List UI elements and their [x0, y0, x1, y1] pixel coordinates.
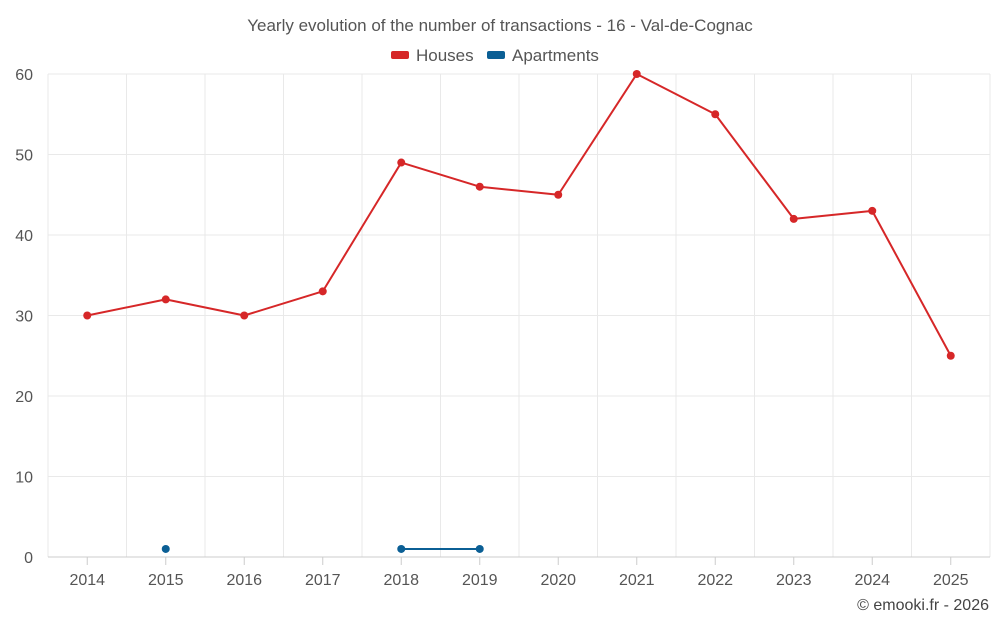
- legend-label-apartments: Apartments: [512, 46, 599, 65]
- chart-title: Yearly evolution of the number of transa…: [247, 16, 753, 35]
- data-point-apartments-2018[interactable]: [397, 544, 406, 553]
- data-point-houses-2024[interactable]: [868, 206, 877, 215]
- data-point-houses-2025[interactable]: [946, 351, 955, 360]
- series: [87, 73, 952, 550]
- data-point-houses-2014[interactable]: [83, 311, 92, 320]
- data-point-houses-2015[interactable]: [161, 295, 170, 304]
- data-point-houses-2020[interactable]: [554, 190, 563, 199]
- y-tick-label: 10: [15, 470, 33, 487]
- legend-swatch-apartments: [487, 51, 505, 59]
- x-tick-label: 2021: [619, 572, 655, 589]
- data-point-houses-2017[interactable]: [318, 287, 327, 296]
- y-tick-label: 0: [24, 550, 33, 567]
- points: [83, 70, 955, 553]
- y-tick-label: 60: [15, 67, 33, 84]
- grid: [47, 73, 991, 557]
- x-tick-label: 2019: [462, 572, 498, 589]
- x-tick-label: 2018: [383, 572, 419, 589]
- series-line-houses: [87, 73, 952, 357]
- x-tick-label: 2016: [226, 572, 262, 589]
- credit: © emooki.fr - 2026: [857, 597, 989, 614]
- data-point-houses-2022[interactable]: [711, 110, 720, 119]
- y-tick-label: 30: [15, 309, 33, 326]
- x-tick-label: 2024: [854, 572, 890, 589]
- x-tick-label: 2014: [69, 572, 105, 589]
- legend: Houses Apartments: [391, 46, 599, 65]
- legend-label-houses: Houses: [416, 46, 474, 65]
- data-point-apartments-2019[interactable]: [475, 544, 484, 553]
- data-point-houses-2021[interactable]: [632, 70, 641, 78]
- y-tick-label: 20: [15, 389, 33, 406]
- x-tick-label: 2017: [305, 572, 341, 589]
- y-tick-label: 40: [15, 228, 33, 245]
- data-point-apartments-2015[interactable]: [161, 544, 170, 553]
- y-tick-label: 50: [15, 148, 33, 165]
- data-point-houses-2023[interactable]: [789, 214, 798, 223]
- data-point-houses-2019[interactable]: [475, 182, 484, 191]
- x-tick-label: 2022: [697, 572, 733, 589]
- legend-item-apartments[interactable]: Apartments: [487, 46, 599, 65]
- x-tick-label: 2023: [776, 572, 812, 589]
- x-tick-label: 2015: [148, 572, 184, 589]
- x-tick-label: 2020: [540, 572, 576, 589]
- axes: 0 10 20 30 40 50 60 2014 2015 2016 2017 2018 2019 202…: [15, 67, 990, 589]
- data-point-houses-2016[interactable]: [240, 311, 249, 320]
- x-tick-label: 2025: [933, 572, 969, 589]
- legend-swatch-houses: [391, 51, 409, 59]
- legend-item-houses[interactable]: Houses: [391, 46, 474, 65]
- data-point-houses-2018[interactable]: [397, 158, 406, 167]
